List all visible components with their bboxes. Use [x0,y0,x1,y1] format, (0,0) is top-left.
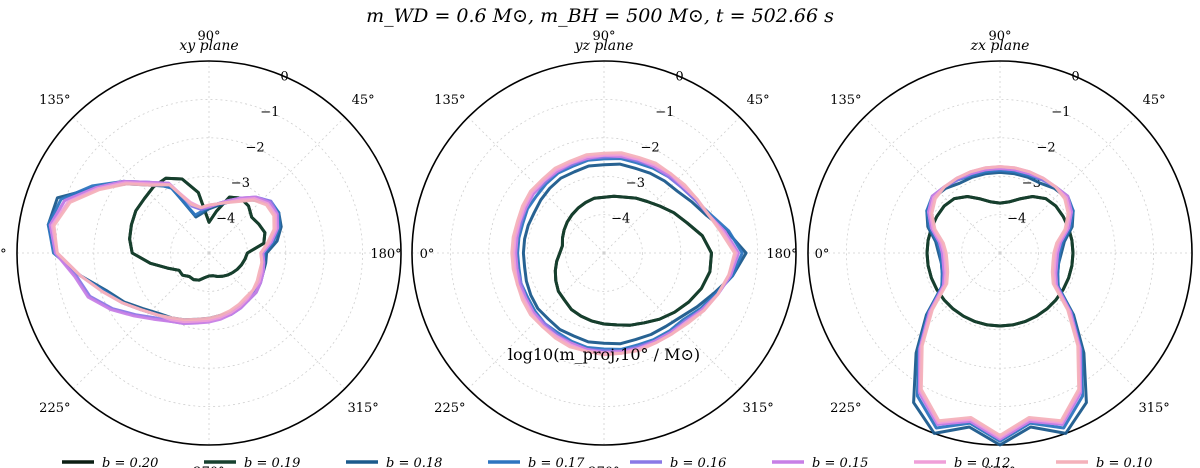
panel-title: xy plane [179,38,238,54]
angle-tick-label: 90° [988,29,1011,44]
series-line [521,162,748,346]
angle-tick-label: 315° [347,401,378,416]
radial-tick-label: −4 [216,212,235,227]
series-line [925,195,1075,328]
radial-tick-label: −2 [1036,141,1055,156]
polar-panels: xy plane 0° 45° 90° 135° 180° 225° 270° 315° 0 −1 −… [0,29,1193,468]
panel-title: zx plane [970,38,1030,54]
polar-panel-2: yz plane 0° 45° 90° 135° 180° 225° 270° 315° 0 −1 −… [370,29,829,468]
angular-grid-line [863,252,1001,390]
series-line [48,179,280,325]
radial-tick-label: −1 [655,105,674,120]
radial-tick-label: −2 [640,141,659,156]
series-line [912,170,1088,447]
angle-tick-label: 180° [0,247,7,262]
radial-tick-label: −3 [231,176,250,191]
series-line [553,194,713,327]
angle-tick-label: 135° [39,93,70,108]
series-line [52,182,276,322]
angle-tick-label: 270° [984,465,1015,468]
series-line [514,153,740,355]
series-line [919,165,1081,437]
legend-label: b = 0.16 [670,456,726,468]
radial-grid-ring [54,98,364,408]
angle-tick-label: 0° [815,247,830,262]
radial-tick-label: 0 [675,70,683,85]
radial-tick-label: −1 [1051,105,1070,120]
panel-title: yz plane [574,38,634,54]
polar-panel-3: zx plane 0° 45° 90° 135° 180° 225° 270° 315° 0 −1 −… [766,29,1193,468]
radial-axis-label: log10(m_proj,10° / M⊙) [508,345,700,364]
radial-tick-label: 0 [280,70,288,85]
legend-label: b = 0.19 [244,456,300,468]
radial-grid-ring [565,214,643,292]
angle-tick-label: 90° [592,29,615,44]
angular-grid-line [863,116,1001,254]
angle-tick-label: 270° [588,465,619,468]
angle-tick-label: 45° [352,93,375,108]
legend-label: b = 0.15 [812,456,868,468]
angle-tick-label: 225° [830,401,861,416]
series-line [510,151,737,357]
angle-tick-label: 90° [197,29,220,44]
radial-tick-label: −4 [1007,212,1026,227]
radial-tick-label: 0 [1071,70,1079,85]
angular-grid-line [208,252,346,390]
radial-tick-label: −3 [626,176,645,191]
angle-tick-label: 135° [434,93,465,108]
radial-tick-label: −4 [611,212,630,227]
angle-tick-label: 225° [434,401,465,416]
series-line [516,157,744,351]
angle-tick-label: 225° [39,401,70,416]
radial-grid-ring [846,98,1155,408]
radial-grid-ring [449,98,759,408]
radial-tick-label: −1 [260,105,279,120]
legend-label: b = 0.12 [954,456,1010,468]
radial-grid-ring [961,214,1039,292]
figure-title: m_WD = 0.6 M⊙, m_BH = 500 M⊙, t = 502.66… [366,5,834,27]
angle-tick-label: 0° [420,247,435,262]
legend-label: b = 0.10 [1096,456,1152,468]
legend-label: b = 0.17 [528,456,585,468]
legend: b = 0.20 b = 0.19 b = 0.18 b = 0.17 b = 0.16… [62,456,1152,468]
angle-tick-label: 270° [193,465,224,468]
polar-frame [411,60,797,446]
angle-tick-label: 45° [1143,93,1166,108]
angular-grid-line [999,252,1137,390]
series-line [553,194,713,327]
angle-tick-label: 315° [1138,401,1169,416]
angular-grid-line [208,116,346,254]
angle-tick-label: 180° [370,247,401,262]
angle-tick-label: 315° [742,401,773,416]
legend-label: b = 0.20 [102,456,158,468]
angle-tick-label: 180° [766,247,797,262]
angular-grid-line [999,116,1137,254]
polar-frame [16,60,402,446]
polar-panel-1: xy plane 0° 45° 90° 135° 180° 225° 270° 315° 0 −1 −… [0,29,434,468]
radial-tick-label: −2 [245,141,264,156]
angle-tick-label: 45° [747,93,770,108]
angle-tick-label: 135° [830,93,861,108]
legend-label: b = 0.18 [386,456,442,468]
